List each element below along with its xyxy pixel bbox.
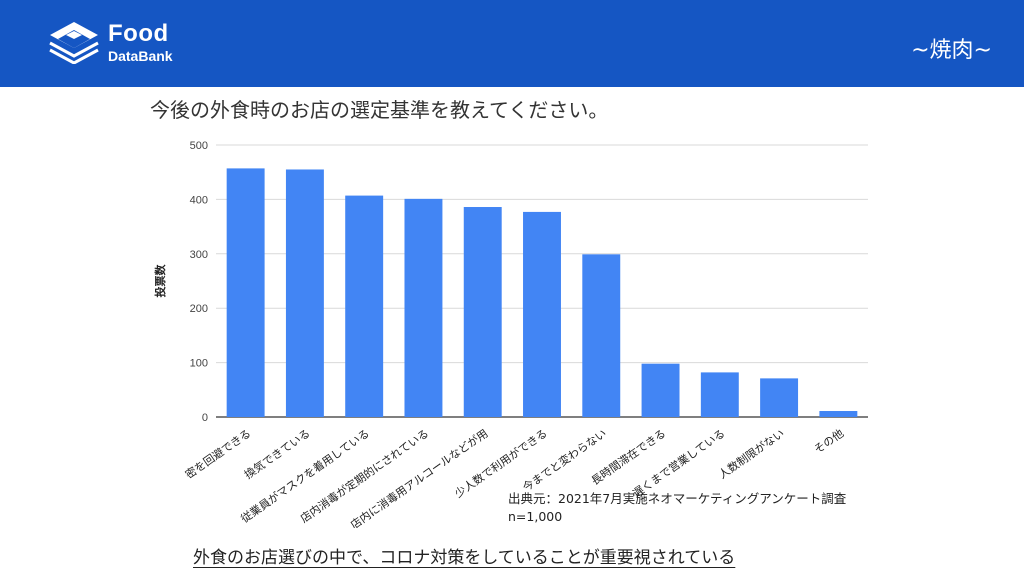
- y-tick-label: 200: [190, 303, 208, 315]
- chart-title: 今後の外食時のお店の選定基準を教えてください。: [150, 98, 609, 122]
- bar: [641, 363, 680, 417]
- x-tick-label: その他: [812, 427, 846, 457]
- logo-mark-icon: [49, 22, 99, 64]
- bar: [285, 169, 324, 417]
- bar: [463, 207, 502, 417]
- logo: Food DataBank: [48, 20, 173, 64]
- y-tick-label: 500: [190, 140, 208, 152]
- bar: [582, 254, 621, 417]
- source-note: 出典元：2021年7月実施ネオマーケティングアンケート調査 n=1,000: [508, 490, 846, 526]
- bar: [760, 378, 799, 417]
- y-tick-label: 100: [190, 358, 208, 370]
- bar: [700, 372, 739, 417]
- bar: [404, 198, 443, 417]
- bar: [523, 211, 561, 417]
- logo-line2: DataBank: [108, 47, 173, 64]
- y-tick-label: 0: [202, 412, 208, 424]
- bar: [819, 411, 858, 417]
- bar-chart: 0 100 200 300 400 500 投票数 密を回避できる 換気できている 従業員がマスク…: [150, 128, 880, 532]
- x-tick-label: 人数制限がない: [716, 426, 787, 482]
- header-tag: ~焼肉~: [911, 38, 992, 63]
- logo-line1: Food: [108, 19, 169, 47]
- y-tick-label: 400: [190, 194, 208, 206]
- source-line1: 出典元：2021年7月実施ネオマーケティングアンケート調査: [508, 491, 847, 506]
- y-axis-label: 投票数: [153, 264, 167, 298]
- bar: [226, 168, 265, 417]
- source-line2: n=1,000: [508, 509, 563, 524]
- bar: [345, 195, 384, 417]
- y-tick-label: 300: [190, 249, 208, 261]
- header-bar: Food DataBank ~焼肉~: [0, 0, 1024, 87]
- chart-svg: 0100200300400500投票数密を回避できる換気できている従業員がマスク…: [153, 140, 868, 532]
- conclusion-text: 外食のお店選びの中で、コロナ対策をしていることが重要視されている: [193, 548, 736, 568]
